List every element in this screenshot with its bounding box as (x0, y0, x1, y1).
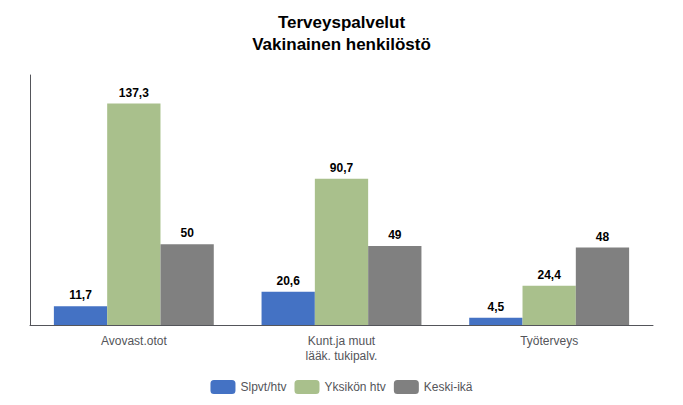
svg-text:137,3: 137,3 (119, 86, 149, 100)
svg-text:20,6: 20,6 (277, 274, 301, 288)
svg-text:90,7: 90,7 (330, 161, 354, 175)
svg-text:49: 49 (388, 228, 402, 242)
svg-text:24,4: 24,4 (537, 268, 561, 282)
svg-text:Kunt.ja muut: Kunt.ja muut (308, 334, 376, 348)
svg-text:11,7: 11,7 (69, 288, 92, 302)
svg-text:4,5: 4,5 (488, 300, 505, 314)
svg-text:Yksikön htv: Yksikön htv (324, 380, 385, 394)
svg-text:Terveyspalvelut: Terveyspalvelut (278, 13, 406, 32)
svg-text:48: 48 (596, 230, 610, 244)
svg-text:Työterveys: Työterveys (520, 334, 578, 348)
svg-text:Vakinainen henkilöstö: Vakinainen henkilöstö (252, 35, 431, 54)
svg-text:Keski-ikä: Keski-ikä (424, 380, 473, 394)
svg-text:Slpvt/htv: Slpvt/htv (240, 380, 286, 394)
svg-text:50: 50 (180, 226, 194, 240)
svg-text:lääk. tukipalv.: lääk. tukipalv. (306, 349, 378, 363)
svg-text:Avovast.otot: Avovast.otot (101, 334, 167, 348)
